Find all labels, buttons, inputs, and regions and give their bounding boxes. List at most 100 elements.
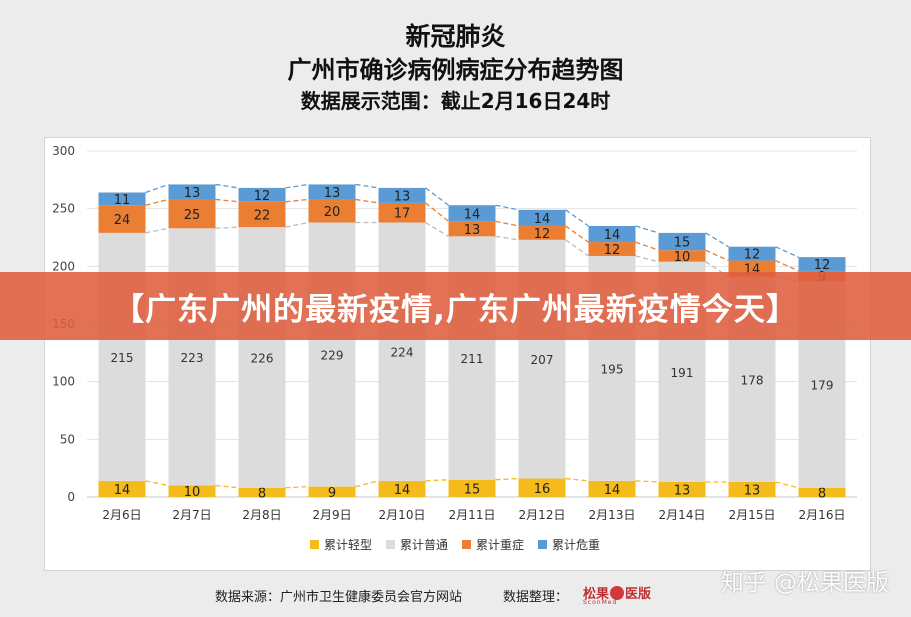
connector-line — [425, 221, 449, 237]
data-label: 12 — [604, 243, 621, 258]
y-tick-label: 300 — [52, 144, 75, 158]
data-label: 224 — [391, 346, 414, 360]
legend-label: 累计普通 — [400, 538, 448, 552]
legend-swatch — [538, 540, 547, 549]
data-label: 10 — [674, 250, 691, 265]
bar-segment — [168, 199, 216, 229]
bar-segment — [238, 201, 286, 228]
bar-segment — [518, 478, 566, 497]
data-label: 20 — [324, 205, 341, 220]
bar-segment — [168, 228, 216, 486]
logo-cup-icon — [610, 585, 625, 600]
connector-line — [565, 209, 589, 227]
logo-subtext: SconMed — [583, 599, 618, 606]
connector-line — [285, 221, 309, 228]
bar-segment — [378, 222, 426, 481]
connector-line — [145, 227, 169, 234]
bar-segment — [98, 205, 146, 233]
connector-line — [775, 481, 799, 489]
bar-segment — [448, 221, 496, 237]
legend-swatch — [310, 540, 319, 549]
connector-line — [425, 202, 449, 222]
logo-text-left: 松果 — [583, 587, 610, 602]
data-label: 10 — [184, 485, 201, 500]
y-tick-label: 100 — [52, 375, 75, 389]
data-range-caption: 数据展示范围：截止2月16日24时 — [300, 89, 611, 113]
bar-segment — [168, 184, 216, 200]
legend-label: 累计危重 — [552, 538, 600, 552]
legend-label: 累计轻型 — [324, 538, 372, 552]
connector-line — [495, 204, 519, 211]
connector-line — [145, 183, 169, 194]
data-label: 13 — [394, 189, 411, 204]
data-label: 14 — [114, 483, 131, 498]
data-label: 9 — [328, 486, 336, 501]
data-label: 8 — [818, 486, 826, 501]
connector-line — [215, 198, 239, 203]
data-label: 11 — [114, 193, 131, 208]
data-label: 24 — [114, 213, 131, 228]
bar-segment — [238, 227, 286, 488]
bar-segment — [378, 480, 426, 497]
connector-line — [635, 241, 659, 251]
chart-subtitle: 广州市确诊病例病症分布趋势图 — [287, 56, 624, 84]
connector-line — [705, 232, 729, 248]
data-label: 25 — [184, 208, 201, 223]
data-label: 14 — [604, 228, 621, 243]
connector-line — [425, 187, 449, 206]
logo-text-right: 医版 — [625, 587, 652, 602]
x-tick-label: 2月9日 — [312, 508, 351, 522]
data-label: 13 — [184, 186, 201, 201]
x-tick-label: 2月14日 — [659, 508, 706, 522]
bar-segment — [308, 184, 356, 200]
data-label: 14 — [604, 483, 621, 498]
chart-title-block: 新冠肺炎 广州市确诊病例病症分布趋势图 数据展示范围：截止2月16日24时 — [0, 20, 911, 116]
watermark: 知乎 @松果医版 — [720, 570, 889, 596]
bar-segment — [658, 482, 706, 497]
bar-segment — [588, 480, 636, 497]
data-label: 226 — [251, 351, 274, 365]
bar-segment — [518, 209, 566, 226]
connector-line — [705, 249, 729, 262]
connector-line — [145, 480, 169, 487]
connector-line — [565, 477, 589, 482]
overlay-banner: 【广东广州的最新疫情,广东广州最新疫情今天】 — [0, 272, 911, 340]
connector-line — [355, 480, 379, 488]
bar-segment — [588, 242, 636, 256]
bar-segment — [728, 246, 776, 261]
legend-swatch — [386, 540, 395, 549]
legend-swatch — [462, 540, 471, 549]
data-label: 16 — [534, 482, 551, 497]
sconmed-logo: 松果 医版 — [583, 583, 651, 602]
data-label: 22 — [254, 208, 271, 223]
data-label: 15 — [464, 482, 481, 497]
data-label: 229 — [321, 349, 344, 363]
connector-line — [355, 198, 379, 204]
bar-segment — [658, 250, 706, 262]
bar-segment — [308, 199, 356, 223]
connector-line — [145, 198, 169, 206]
connector-line — [565, 239, 589, 257]
bar-segment — [168, 485, 216, 497]
connector-line — [355, 183, 379, 189]
x-tick-label: 2月13日 — [589, 508, 636, 522]
y-tick-label: 250 — [52, 202, 75, 216]
connector-line — [215, 183, 239, 189]
connector-line — [425, 479, 449, 482]
connector-line — [495, 235, 519, 241]
connector-line — [635, 225, 659, 234]
data-label: 195 — [601, 362, 624, 376]
bar-segment — [98, 192, 146, 206]
x-tick-label: 2月12日 — [519, 508, 566, 522]
data-label: 13 — [674, 484, 691, 499]
x-tick-label: 2月16日 — [799, 508, 846, 522]
bar-segment — [588, 225, 636, 243]
footer: 数据来源：广州市卫生健康委员会官方网站 数据整理： 松果 医版 SconMed — [0, 583, 911, 607]
data-source-text: 数据来源：广州市卫生健康委员会官方网站 — [215, 590, 463, 605]
data-label: 14 — [394, 483, 411, 498]
stacked-bar-chart: 0501001502002503001421524112月6日102232513… — [52, 144, 857, 552]
y-tick-label: 200 — [52, 259, 75, 273]
connector-line — [775, 259, 799, 272]
bar-segment — [448, 205, 496, 222]
x-tick-label: 2月11日 — [449, 508, 496, 522]
